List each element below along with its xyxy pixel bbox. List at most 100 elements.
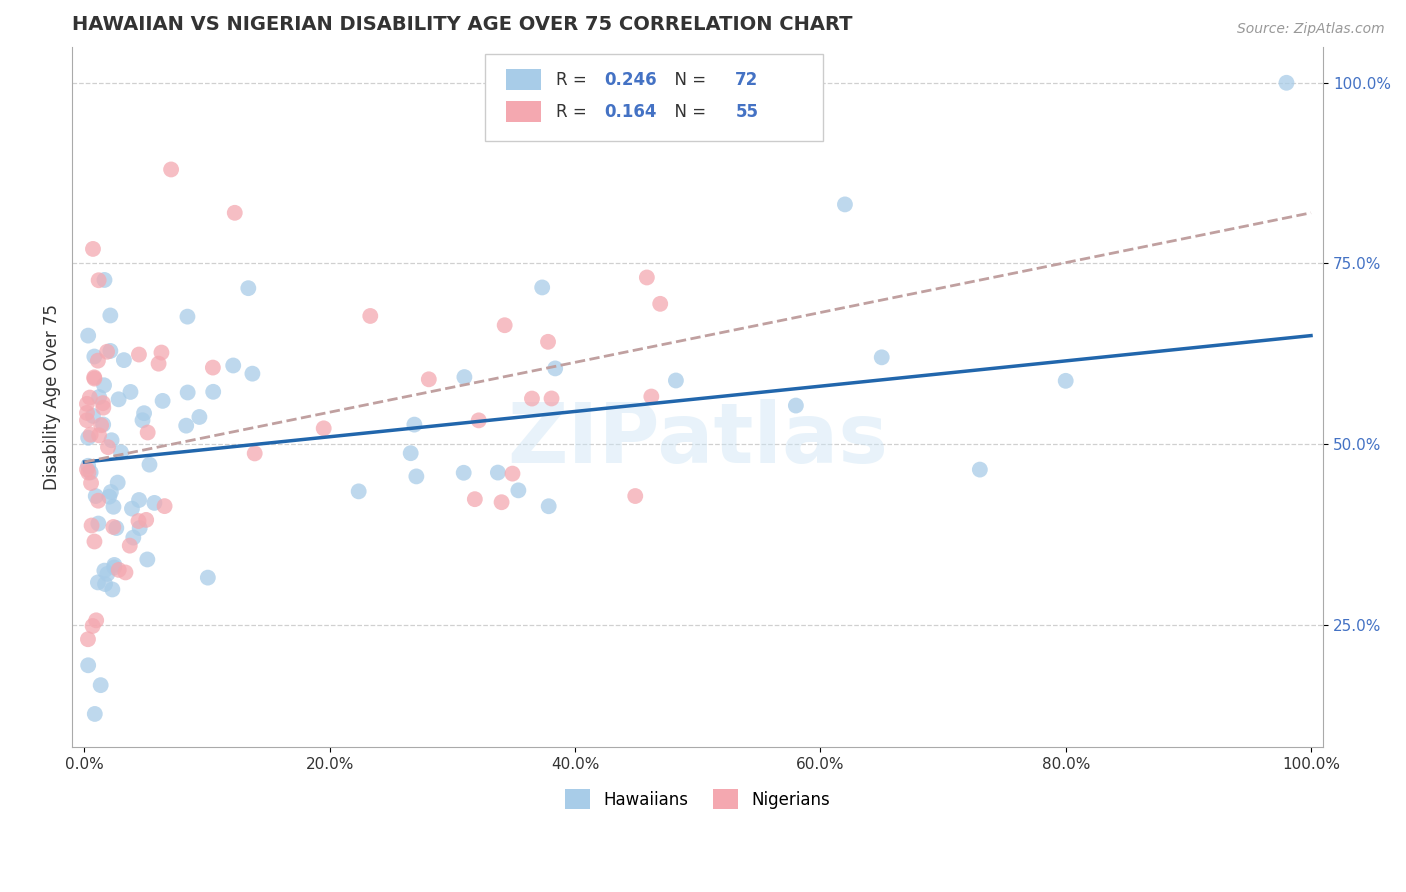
Point: [132, 406, 155, 420]
Point: [160, 162, 183, 177]
Point: [540, 392, 562, 406]
Text: Source: ZipAtlas.com: Source: ZipAtlas.com: [1237, 22, 1385, 37]
Point: [100, 485, 122, 500]
Point: [537, 334, 560, 349]
Point: [136, 425, 159, 440]
Point: [640, 390, 662, 404]
Point: [135, 513, 157, 527]
Point: [121, 501, 143, 516]
Point: [96, 344, 118, 359]
FancyBboxPatch shape: [485, 54, 823, 141]
Point: [501, 467, 523, 481]
Point: [418, 372, 440, 386]
Point: [76, 406, 98, 420]
Point: [494, 318, 516, 333]
Point: [453, 370, 475, 384]
Point: [969, 462, 991, 476]
Text: 55: 55: [735, 103, 758, 120]
Point: [107, 392, 129, 407]
Point: [243, 446, 266, 460]
Point: [112, 353, 135, 368]
Text: N =: N =: [664, 70, 711, 88]
Point: [347, 484, 370, 499]
Point: [464, 492, 486, 507]
Point: [107, 563, 129, 577]
Point: [90, 678, 112, 692]
Point: [79, 466, 101, 480]
Point: [80, 476, 103, 491]
Point: [136, 552, 159, 566]
Point: [77, 658, 100, 673]
Point: [197, 571, 219, 585]
Point: [238, 281, 260, 295]
Point: [359, 309, 381, 323]
Point: [520, 392, 543, 406]
Point: [90, 418, 112, 433]
Point: [96, 566, 118, 581]
Point: [76, 413, 98, 427]
Point: [87, 353, 110, 368]
Point: [131, 413, 153, 427]
Point: [150, 345, 173, 359]
Point: [80, 518, 103, 533]
Point: [118, 539, 141, 553]
Point: [84, 613, 107, 627]
Point: [103, 560, 125, 574]
Point: [174, 418, 197, 433]
Point: [83, 350, 105, 364]
Point: [79, 391, 101, 405]
Point: [77, 466, 100, 480]
Point: [84, 489, 107, 503]
Point: [153, 499, 176, 513]
Text: N =: N =: [664, 103, 711, 120]
Point: [101, 582, 124, 597]
Point: [91, 401, 114, 415]
Point: [87, 428, 110, 442]
Point: [105, 521, 128, 535]
FancyBboxPatch shape: [506, 102, 541, 122]
Text: ZIPatlas: ZIPatlas: [508, 399, 889, 480]
Point: [152, 393, 174, 408]
Point: [312, 421, 335, 435]
Point: [103, 520, 125, 534]
Point: [128, 521, 150, 535]
FancyBboxPatch shape: [506, 69, 541, 90]
Point: [544, 361, 567, 376]
Point: [103, 558, 125, 572]
Point: [222, 359, 245, 373]
Text: 0.246: 0.246: [605, 70, 657, 88]
Point: [120, 384, 142, 399]
Point: [508, 483, 530, 498]
Point: [107, 475, 129, 490]
Point: [110, 445, 132, 459]
Point: [94, 577, 117, 591]
Point: [404, 417, 426, 432]
Point: [176, 385, 198, 400]
Point: [224, 206, 246, 220]
Point: [83, 370, 105, 384]
Point: [453, 466, 475, 480]
Point: [870, 351, 893, 365]
Point: [100, 434, 122, 448]
Point: [79, 427, 101, 442]
Legend: Hawaiians, Nigerians: Hawaiians, Nigerians: [558, 782, 837, 816]
Point: [93, 273, 115, 287]
Point: [531, 280, 554, 294]
Point: [77, 632, 100, 647]
Point: [128, 493, 150, 508]
Text: R =: R =: [557, 70, 592, 88]
Text: 0.164: 0.164: [605, 103, 657, 120]
Point: [665, 374, 688, 388]
Point: [128, 347, 150, 361]
Point: [76, 397, 98, 411]
Point: [405, 469, 427, 483]
Point: [650, 297, 672, 311]
Point: [399, 446, 422, 460]
Point: [87, 390, 110, 404]
Point: [201, 360, 224, 375]
Point: [636, 270, 658, 285]
Point: [87, 575, 110, 590]
Text: 72: 72: [735, 70, 758, 88]
Point: [176, 310, 198, 324]
Point: [100, 343, 122, 358]
